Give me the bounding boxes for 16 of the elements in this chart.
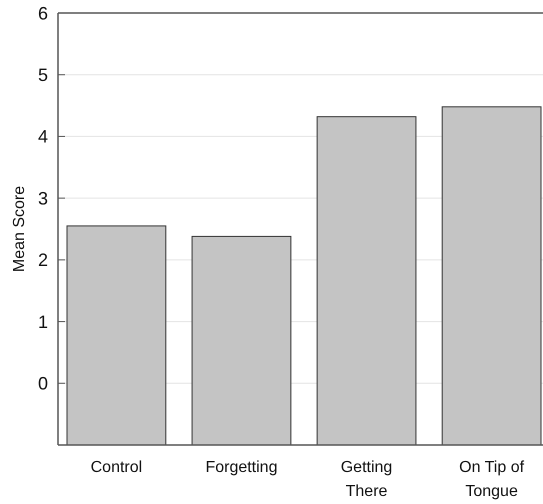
x-tick-label: Control [90, 459, 142, 476]
y-tick-label: 0 [38, 374, 48, 394]
x-tick-label: On Tip of Tongue [459, 459, 525, 500]
y-tick-label: 4 [38, 126, 48, 147]
bar [442, 106, 542, 446]
y-tick-label: 2 [38, 250, 48, 270]
y-axis-title: Mean Score [11, 186, 28, 272]
x-tick-label: Forgetting [205, 459, 278, 476]
bar [316, 116, 416, 446]
y-tick-label: 1 [38, 312, 48, 332]
y-tick-label: 5 [38, 65, 48, 86]
y-tick-label: 6 [38, 3, 48, 24]
y-tick-label: 3 [38, 188, 48, 208]
x-tick-label: Getting There [340, 459, 392, 500]
bar [66, 225, 166, 446]
bar [192, 236, 292, 446]
